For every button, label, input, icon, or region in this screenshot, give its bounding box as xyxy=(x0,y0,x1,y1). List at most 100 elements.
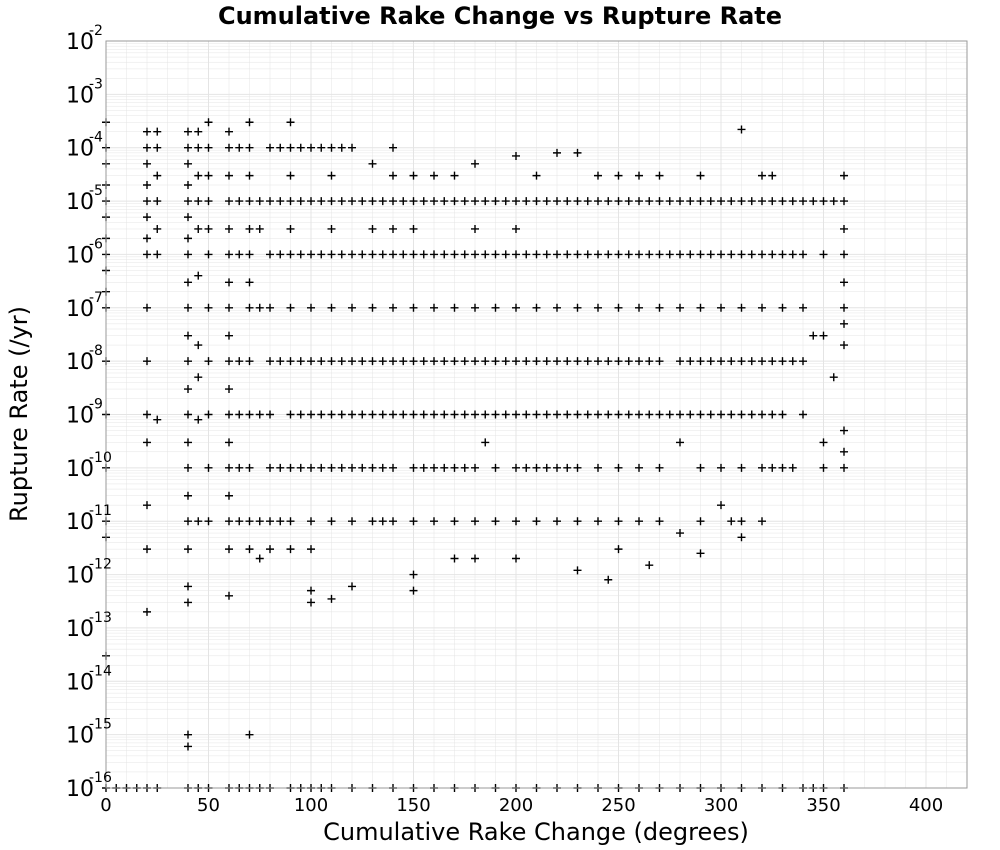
data-point xyxy=(266,143,274,152)
data-point xyxy=(727,197,736,206)
y-tick-exponent: -12 xyxy=(89,557,112,573)
data-point xyxy=(471,224,479,233)
data-point xyxy=(747,197,756,206)
y-tick-label: 10-4 xyxy=(66,130,103,162)
data-point xyxy=(286,410,295,419)
data-point xyxy=(389,517,397,526)
data-point xyxy=(686,357,695,366)
data-point xyxy=(604,250,613,259)
x-axis-ticks: 0 50 100 150 200 250 300 350 400 xyxy=(100,795,943,816)
y-tick-label: 10-15 xyxy=(66,717,112,749)
data-point xyxy=(225,517,233,526)
data-point xyxy=(409,303,418,312)
data-point xyxy=(737,250,746,259)
data-point xyxy=(143,303,151,312)
data-point xyxy=(143,545,151,554)
data-point xyxy=(758,357,766,366)
data-point xyxy=(727,357,736,366)
data-point xyxy=(430,357,438,366)
y-tick-base: 10 xyxy=(66,404,94,429)
data-point xyxy=(686,250,695,259)
data-point xyxy=(819,331,828,340)
data-point xyxy=(184,197,192,206)
y-tick-exponent: -2 xyxy=(89,23,103,39)
data-point xyxy=(409,463,418,472)
data-point xyxy=(143,143,151,152)
data-point xyxy=(491,357,500,366)
data-point xyxy=(286,118,295,127)
data-point xyxy=(399,410,408,419)
data-point xyxy=(665,410,674,419)
data-point xyxy=(327,143,336,152)
data-point xyxy=(450,197,459,206)
data-point xyxy=(460,410,469,419)
data-point xyxy=(307,410,315,419)
data-point xyxy=(594,410,602,419)
data-point xyxy=(542,197,551,206)
data-point xyxy=(696,303,705,312)
data-point xyxy=(471,410,479,419)
data-point xyxy=(235,517,244,526)
data-point xyxy=(440,463,449,472)
data-point xyxy=(389,463,397,472)
data-point xyxy=(471,159,479,168)
data-point xyxy=(286,250,295,259)
data-point xyxy=(409,357,418,366)
data-point xyxy=(225,250,233,259)
y-tick-exponent: -4 xyxy=(89,130,103,146)
data-point xyxy=(348,463,356,472)
data-point xyxy=(696,171,705,180)
data-point xyxy=(419,197,428,206)
data-point xyxy=(635,197,643,206)
y-tick-label: 10-8 xyxy=(66,343,103,375)
y-tick-label: 10-9 xyxy=(66,397,103,429)
data-point xyxy=(225,331,233,340)
data-point xyxy=(286,303,295,312)
y-tick-base: 10 xyxy=(66,83,94,108)
data-point xyxy=(327,303,336,312)
data-point xyxy=(348,357,356,366)
data-point xyxy=(389,357,397,366)
data-point xyxy=(532,463,541,472)
data-point xyxy=(840,463,848,472)
data-point xyxy=(614,303,623,312)
data-point xyxy=(194,517,203,526)
data-point xyxy=(430,303,438,312)
data-point xyxy=(194,224,203,233)
data-point xyxy=(614,171,623,180)
data-point xyxy=(522,197,531,206)
data-point xyxy=(696,357,705,366)
data-point xyxy=(512,250,520,259)
data-point xyxy=(235,143,244,152)
data-point xyxy=(481,410,490,419)
data-point xyxy=(358,463,367,472)
data-point xyxy=(614,197,623,206)
data-point xyxy=(245,730,254,739)
data-point xyxy=(717,501,725,510)
x-tick-label: 400 xyxy=(909,795,943,816)
data-point xyxy=(184,127,192,136)
data-point xyxy=(296,143,305,152)
data-point xyxy=(542,250,551,259)
data-point xyxy=(522,357,531,366)
y-tick-base: 10 xyxy=(66,190,94,215)
data-point xyxy=(512,151,520,160)
data-point xyxy=(512,224,520,233)
y-tick-label: 10-3 xyxy=(66,76,103,108)
data-point xyxy=(378,250,387,259)
data-point xyxy=(368,357,377,366)
data-point xyxy=(758,463,766,472)
data-point xyxy=(409,410,418,419)
y-axis-ticks: 10-210-310-410-510-610-710-810-910-1010-… xyxy=(66,23,112,802)
data-point xyxy=(245,278,254,287)
data-point xyxy=(840,224,848,233)
data-point xyxy=(235,357,244,366)
data-point xyxy=(655,250,664,259)
data-point xyxy=(143,410,151,419)
data-point xyxy=(276,143,285,152)
data-point xyxy=(276,357,285,366)
data-point xyxy=(307,545,315,554)
data-point xyxy=(614,545,623,554)
data-point xyxy=(204,303,213,312)
